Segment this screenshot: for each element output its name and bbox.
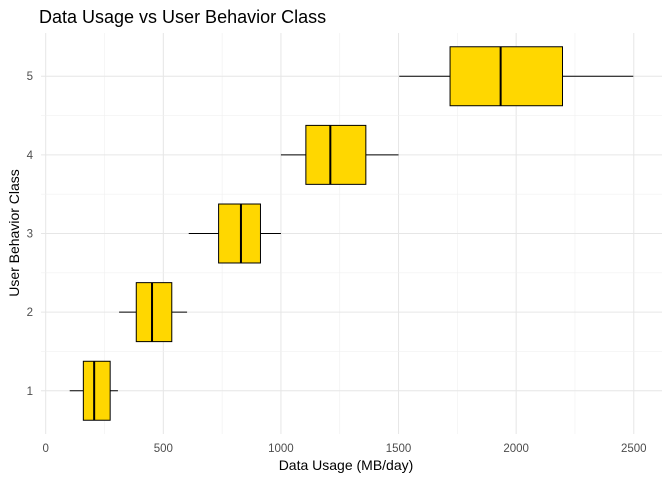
tick-labels: 0 500 1000 1500 2000 2500 1 2 3 4 5 <box>27 71 647 455</box>
x-tick-label: 500 <box>154 443 173 455</box>
boxes <box>69 46 634 421</box>
y-tick-label: 5 <box>27 71 33 83</box>
x-axis-label: Data Usage (MB/day) <box>279 457 414 473</box>
y-axis-label: User Behavior Class <box>6 169 22 297</box>
x-tick-label: 1000 <box>268 443 294 455</box>
x-tick-label: 1500 <box>386 443 412 455</box>
x-tick-label: 2000 <box>503 443 529 455</box>
y-tick-label: 3 <box>27 229 33 241</box>
box-1 <box>82 360 111 421</box>
box-2 <box>135 282 173 343</box>
y-tick-label: 4 <box>27 150 34 162</box>
box-5 <box>449 46 563 107</box>
y-tick-label: 1 <box>27 386 33 398</box>
x-tick-label: 2500 <box>621 443 647 455</box>
box-4 <box>305 124 367 185</box>
chart-title: Data Usage vs User Behavior Class <box>39 7 326 27</box>
box-3 <box>218 203 261 264</box>
y-tick-label: 2 <box>27 307 33 319</box>
grid <box>41 33 662 434</box>
x-tick-label: 0 <box>43 443 49 455</box>
